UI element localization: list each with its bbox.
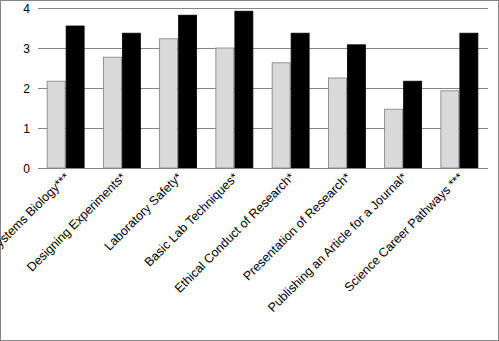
- y-tick-label: 4: [23, 2, 30, 16]
- bars: [47, 11, 478, 168]
- bar: [347, 45, 365, 168]
- bar: [385, 109, 403, 168]
- bar: [216, 48, 234, 168]
- x-tick-label: Presentation of Research*: [240, 170, 353, 283]
- bar: [160, 39, 178, 168]
- grid-line: [38, 48, 488, 49]
- bar: [47, 81, 65, 168]
- bar: [272, 63, 290, 168]
- y-tick-label: 0: [23, 162, 30, 176]
- y-tick-label: 1: [23, 122, 30, 136]
- x-tick-label: Ethical Conduct of Research*: [172, 170, 297, 295]
- bar: [460, 33, 478, 168]
- bar: [103, 57, 121, 168]
- x-tick-label: Basic Lab Techniques*: [142, 170, 241, 269]
- y-tick-label: 2: [23, 82, 30, 96]
- grid-line: [38, 168, 488, 169]
- chart: 01234Systems Biology***Designing Experim…: [0, 0, 499, 341]
- bar: [291, 33, 309, 168]
- x-tick-label: Designing Experiments*: [24, 170, 128, 274]
- bar: [66, 26, 84, 168]
- chart-border: [1, 1, 499, 341]
- x-tick-label: Science Career Pathways ***: [342, 170, 466, 294]
- bar: [404, 81, 422, 168]
- grid: [38, 9, 488, 169]
- bar: [122, 33, 140, 168]
- grid-line: [38, 8, 488, 9]
- bar: [441, 91, 459, 168]
- bar: [328, 78, 346, 168]
- bar: [179, 15, 197, 168]
- y-tick-label: 3: [23, 42, 30, 56]
- bar: [235, 11, 253, 168]
- x-axis-line: [38, 168, 488, 169]
